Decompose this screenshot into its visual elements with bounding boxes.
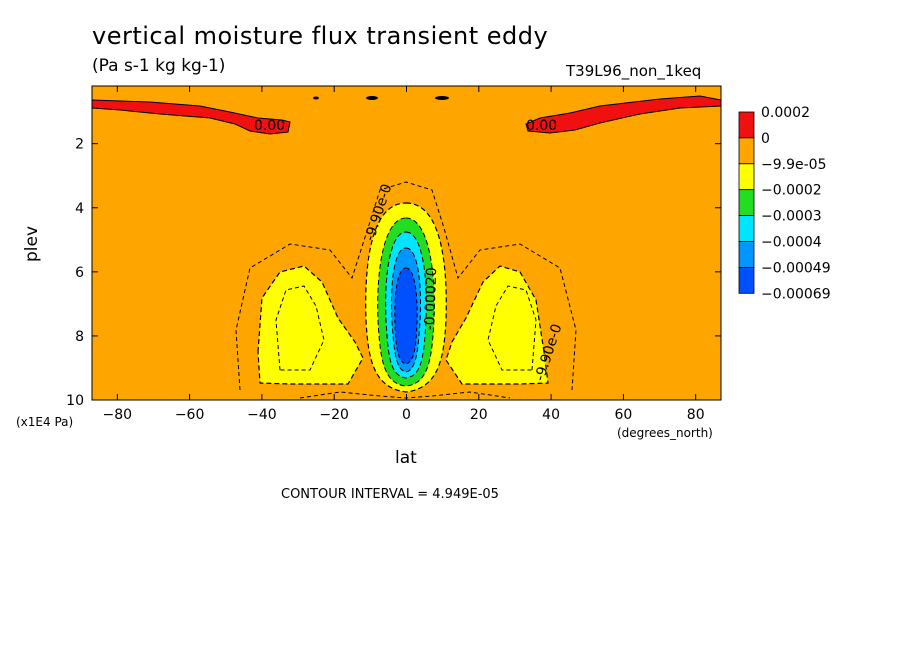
y-tick-label: 8: [75, 329, 84, 345]
colorbar-label: −0.0003: [761, 209, 822, 225]
contour-label-red-left: 0.00: [254, 118, 286, 134]
contour-blob-1: [313, 96, 319, 100]
fill-red-left: [92, 99, 291, 135]
fill-yellow-left: [257, 265, 364, 385]
fill-red-right: [525, 95, 721, 134]
fill-yellow-right: [445, 265, 549, 385]
colorbar-label: −9.9e-05: [761, 157, 826, 173]
x-axis-unit: (degrees_north): [617, 426, 713, 440]
colorbar-label: 0: [761, 131, 770, 147]
contour-blob-2: [366, 96, 378, 100]
x-tick-label: 60: [614, 407, 632, 423]
x-tick-label: −60: [175, 407, 205, 423]
x-tick-label: 40: [542, 407, 560, 423]
contour-fills: [92, 86, 721, 400]
colorbar: 0.0002 0 −9.9e-05 −0.0002 −0.0003 −0.0004 −0.0…: [738, 105, 831, 302]
colorbar-label: −0.0002: [761, 183, 822, 199]
y-axis-unit: (x1E4 Pa): [16, 415, 74, 429]
x-tick-label: 80: [687, 407, 705, 423]
colorbar-label: −0.0004: [761, 235, 822, 251]
colorbar-swatch: [738, 163, 755, 191]
y-tick-label: 10: [66, 393, 84, 409]
contour-label-core: -0.00020: [422, 267, 441, 331]
x-tick-label: 20: [470, 407, 488, 423]
x-tick-label: 0: [402, 407, 411, 423]
chart-title: vertical moisture flux transient eddy: [92, 22, 549, 50]
colorbar-swatch: [738, 241, 755, 268]
x-tick-label: −20: [319, 407, 349, 423]
contour-label-red-right: 0.00: [526, 118, 558, 134]
colorbar-swatch: [738, 111, 755, 139]
colorbar-swatch: [738, 215, 755, 242]
colorbar-label: −0.00049: [761, 260, 831, 276]
contour-line-outer: [235, 181, 577, 391]
colorbar-swatch: [738, 137, 755, 165]
y-tick-label: 6: [75, 265, 84, 281]
chart-units: (Pa s-1 kg kg-1): [92, 56, 226, 76]
fill-blue-core: [394, 267, 418, 365]
colorbar-swatch: [738, 266, 755, 294]
colorbar-swatch: [738, 189, 755, 216]
y-tick-label: 4: [75, 201, 84, 217]
run-name: T39L96_non_1keq: [566, 62, 702, 80]
x-axis-ticks: −80 −60 −40 −20 0 20 40 60 80: [103, 86, 705, 423]
contour-interval: CONTOUR INTERVAL = 4.949E-05: [281, 487, 499, 502]
colorbar-label: −0.00069: [761, 286, 831, 302]
x-tick-label: −80: [103, 407, 133, 423]
x-axis-title: lat: [395, 448, 417, 468]
x-tick-label: −40: [247, 407, 277, 423]
y-axis-title: plev: [22, 225, 42, 262]
y-tick-label: 2: [75, 137, 84, 153]
y-axis-ticks: 2 4 6 8 10: [66, 137, 721, 409]
contour-blob-3: [435, 96, 449, 100]
colorbar-label: 0.0002: [761, 105, 810, 121]
